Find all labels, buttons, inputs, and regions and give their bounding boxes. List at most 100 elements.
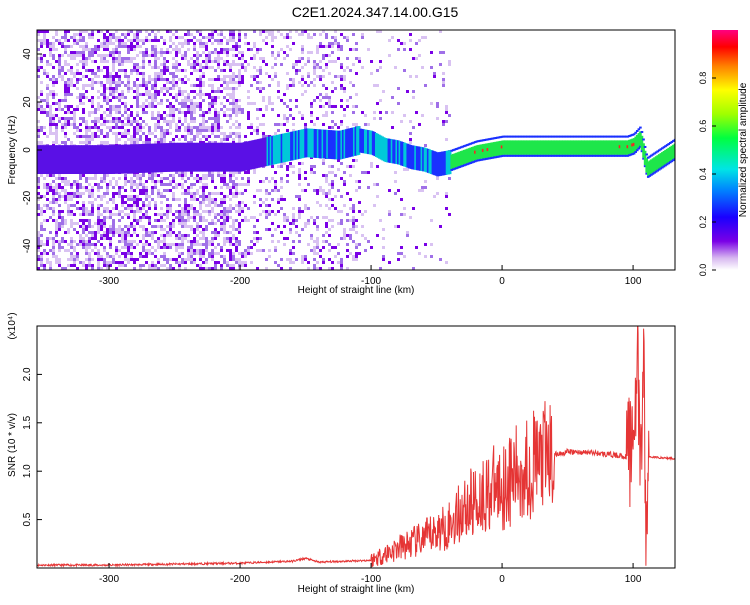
spectrogram-ridge-edge bbox=[491, 137, 494, 140]
spectrogram-noise-cell bbox=[202, 201, 205, 204]
spectrogram-ridge-edge bbox=[672, 139, 675, 142]
spectrogram-ridge-cell bbox=[326, 129, 329, 159]
spectrogram-noise-cell bbox=[235, 63, 238, 66]
spectrogram-noise-cell bbox=[136, 102, 139, 105]
spectrogram-noise-cell bbox=[337, 168, 340, 171]
spectrogram-noise-cell bbox=[205, 63, 208, 66]
spectrogram-noise-cell bbox=[214, 264, 217, 267]
spectrogram-ridge-cell bbox=[132, 144, 136, 174]
spectrogram-ridge-edge bbox=[562, 135, 565, 138]
spectrogram-noise-cell bbox=[52, 48, 55, 51]
spectrogram-ridge-cell bbox=[398, 140, 402, 165]
spectrogram-noise-cell bbox=[325, 216, 328, 219]
spectrogram-noise-cell bbox=[229, 66, 232, 69]
spectrogram-noise-cell bbox=[136, 174, 139, 177]
spectrogram-noise-cell bbox=[115, 108, 118, 111]
spectrogram-ridge-cell bbox=[362, 129, 366, 154]
spectrogram-noise-cell bbox=[91, 30, 94, 33]
spectrogram-ridge-cell bbox=[79, 145, 83, 174]
spectrogram-noise-cell bbox=[316, 189, 319, 192]
spectrogram-noise-cell bbox=[394, 171, 397, 174]
spectrogram-noise-cell bbox=[79, 45, 82, 48]
spectrogram-noise-cell bbox=[61, 123, 64, 126]
spectrogram-noise-cell bbox=[364, 249, 367, 252]
spectrogram-noise-cell bbox=[253, 216, 256, 219]
spectrogram-noise-cell bbox=[442, 120, 445, 123]
spectrogram-noise-cell bbox=[139, 177, 142, 180]
spectrogram-noise-cell bbox=[52, 189, 55, 192]
spectrogram-noise-cell bbox=[331, 183, 334, 186]
spectrogram-noise-cell bbox=[205, 126, 208, 129]
spectrogram-noise-cell bbox=[229, 237, 232, 240]
spectrogram-noise-cell bbox=[316, 117, 319, 120]
spectrogram-ridge-cell bbox=[255, 139, 259, 169]
spectrogram-noise-cell bbox=[121, 216, 124, 219]
spectrogram-noise-cell bbox=[397, 39, 400, 42]
spectrogram-noise-cell bbox=[160, 264, 163, 267]
spectrogram-noise-cell bbox=[199, 255, 202, 258]
spectrogram-ridge-cell bbox=[543, 140, 546, 155]
spectrogram-noise-cell bbox=[166, 90, 169, 93]
spectrogram-ridge-cell bbox=[286, 132, 290, 162]
spectrogram-noise-cell bbox=[106, 99, 109, 102]
spectrogram-ridge-cell bbox=[104, 145, 108, 174]
spectrogram-noise-cell bbox=[265, 177, 268, 180]
spectrogram-ridge-edge bbox=[651, 172, 655, 175]
spectrogram-noise-cell bbox=[226, 195, 229, 198]
spectrogram-noise-cell bbox=[136, 120, 139, 123]
spectrogram-noise-cell bbox=[370, 60, 373, 63]
spectrogram-noise-cell bbox=[85, 213, 88, 216]
spectrogram-noise-cell bbox=[136, 54, 139, 57]
spectrogram-ridge-edge bbox=[474, 141, 477, 144]
spectrogram-noise-cell bbox=[76, 189, 79, 192]
spectrogram-noise-cell bbox=[349, 228, 352, 231]
spectrogram-noise-cell bbox=[52, 75, 55, 78]
spectrogram-noise-cell bbox=[409, 39, 412, 42]
spectrogram-ridge-cell bbox=[291, 131, 295, 161]
spectrogram-noise-cell bbox=[280, 267, 283, 270]
spectrogram-noise-cell bbox=[205, 93, 208, 96]
spectrogram-noise-cell bbox=[232, 45, 235, 48]
spectrogram-noise-cell bbox=[40, 207, 43, 210]
spectrogram-noise-cell bbox=[49, 45, 52, 48]
spectrogram-noise-cell bbox=[343, 114, 346, 117]
spectrogram-noise-cell bbox=[133, 240, 136, 243]
spectrogram-noise-cell bbox=[337, 75, 340, 78]
spectrogram-noise-cell bbox=[178, 264, 181, 267]
colorbar: 0.00.20.40.60.8 Normalized spectral ampl… bbox=[698, 30, 749, 276]
spectrogram-noise-cell bbox=[196, 213, 199, 216]
spectrogram-noise-cell bbox=[91, 87, 94, 90]
spectrogram-noise-cell bbox=[142, 174, 145, 177]
spectrogram-ridge-cell bbox=[513, 140, 516, 155]
spectrogram-noise-cell bbox=[235, 246, 238, 249]
spectrogram-noise-cell bbox=[181, 57, 184, 60]
spectrogram-noise-cell bbox=[58, 39, 61, 42]
spectrogram-noise-cell bbox=[49, 129, 52, 132]
spectrogram-noise-cell bbox=[187, 93, 190, 96]
spectrogram-noise-cell bbox=[295, 258, 298, 261]
spectrogram-noise-cell bbox=[226, 213, 229, 216]
spectrogram-ridge-cell bbox=[348, 128, 351, 158]
spectrogram-noise-cell bbox=[37, 102, 40, 105]
spectrogram-noise-cell bbox=[175, 135, 178, 138]
spectrogram-noise-cell bbox=[199, 114, 202, 117]
spectrogram-noise-cell bbox=[100, 219, 103, 222]
spectrogram-noise-cell bbox=[79, 60, 82, 63]
spectrogram-noise-cell bbox=[235, 171, 238, 174]
spectrogram-ridge-cell bbox=[297, 130, 301, 159]
spectrogram-y-tick-label: 20 bbox=[22, 96, 33, 108]
spectrogram-noise-cell bbox=[241, 183, 244, 186]
spectrogram-noise-cell bbox=[271, 36, 274, 39]
spectrogram-noise-cell bbox=[232, 186, 235, 189]
spectrogram-noise-cell bbox=[136, 99, 139, 102]
spectrogram-noise-cell bbox=[97, 228, 100, 231]
spectrogram-noise-cell bbox=[85, 225, 88, 228]
spectrogram-noise-cell bbox=[301, 117, 304, 120]
spectrogram-noise-cell bbox=[430, 219, 433, 222]
spectrogram-noise-cell bbox=[217, 54, 220, 57]
spectrogram-noise-cell bbox=[70, 141, 73, 144]
spectrogram-noise-cell bbox=[226, 219, 229, 222]
spectrogram-noise-cell bbox=[154, 135, 157, 138]
spectrogram-noise-cell bbox=[112, 90, 115, 93]
spectrogram-ridge-edge bbox=[492, 156, 496, 159]
